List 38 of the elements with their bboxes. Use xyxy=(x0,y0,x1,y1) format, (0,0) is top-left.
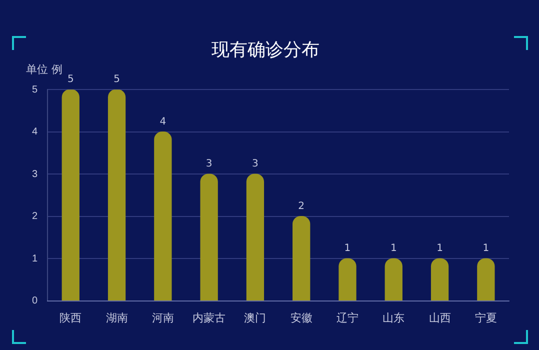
y-tick-label: 0 xyxy=(32,296,38,307)
data-label: 1 xyxy=(344,243,351,254)
bar xyxy=(477,258,495,301)
y-tick-label: 1 xyxy=(32,253,38,264)
bar xyxy=(200,174,218,301)
data-label: 1 xyxy=(390,243,397,254)
bar xyxy=(246,174,264,301)
x-tick-label: 山东 xyxy=(382,311,405,324)
x-tick-label: 河南 xyxy=(152,311,174,324)
bar xyxy=(384,258,402,301)
x-tick-label: 内蒙古 xyxy=(192,311,226,324)
y-tick-label: 2 xyxy=(32,211,38,222)
data-label: 4 xyxy=(160,116,166,128)
x-tick-label: 山西 xyxy=(428,311,451,324)
y-tick-label: 5 xyxy=(32,84,38,96)
data-label: 5 xyxy=(67,74,74,86)
data-label: 1 xyxy=(482,243,490,254)
data-label: 3 xyxy=(206,158,212,170)
y-tick-label: 3 xyxy=(32,168,38,180)
y-tick-label: 4 xyxy=(32,126,38,138)
data-label: 1 xyxy=(436,243,443,254)
bar xyxy=(338,258,356,301)
data-label: 2 xyxy=(298,200,305,212)
bar xyxy=(62,90,80,301)
data-label: 5 xyxy=(114,74,120,86)
x-tick-label: 湖南 xyxy=(106,311,128,324)
x-tick-label: 陕西 xyxy=(60,312,82,324)
data-label: 3 xyxy=(252,158,258,170)
y-axis-title: 单位 例 xyxy=(26,62,62,76)
bar xyxy=(108,90,126,301)
bar xyxy=(154,132,172,301)
bar xyxy=(430,258,449,301)
x-tick-label: 安徽 xyxy=(290,311,312,324)
bar xyxy=(292,216,310,301)
chart-title: 现有确诊分布 xyxy=(212,39,320,60)
x-tick-label: 辽宁 xyxy=(336,311,358,324)
x-tick-label: 澳门 xyxy=(244,311,266,324)
x-tick-label: 宁夏 xyxy=(474,311,497,324)
